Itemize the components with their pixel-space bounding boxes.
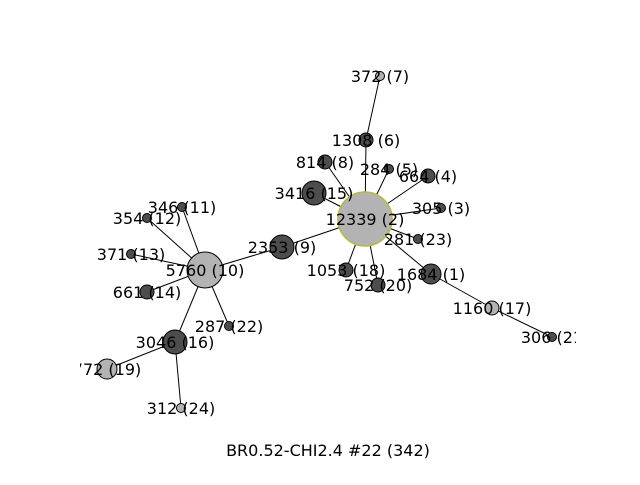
- plot-area: 12339 (2) 5760 (10)2353 (9) 3416 (15) 3046 …: [73, 67, 583, 418]
- node-752: [370, 277, 386, 293]
- node-346: [177, 202, 187, 212]
- node-312: [176, 403, 186, 413]
- node-label: 12339 (2): [326, 210, 405, 229]
- node-814: [317, 154, 333, 170]
- node-label: 3416 (15): [275, 184, 354, 203]
- node-layer: [96, 71, 557, 413]
- node-label: 3046 (16): [136, 333, 215, 352]
- node-label: 354 (12): [113, 209, 181, 228]
- node-label: 2353 (9): [248, 238, 316, 257]
- node-label: 1053 (18): [307, 261, 386, 280]
- node-372: [375, 71, 385, 81]
- node-label: 287 (22): [195, 317, 263, 336]
- edge-layer: [106, 75, 553, 409]
- node-661: [139, 284, 155, 300]
- node-1308: [358, 132, 374, 148]
- node-label: 346 (11): [148, 198, 216, 217]
- node-label: 372 (7): [351, 67, 409, 86]
- edge: [365, 75, 381, 141]
- node-label: 1160 (17): [453, 299, 532, 318]
- node-label: 814 (8): [296, 153, 354, 172]
- node-284: [384, 164, 394, 174]
- node-5760: [186, 251, 224, 289]
- node-772: [96, 358, 118, 380]
- diagram-title: BR0.52-CHI2.4 #22 (342): [226, 441, 430, 460]
- node-305: [436, 203, 446, 213]
- node-12339: [337, 191, 393, 247]
- node-1160: [484, 300, 500, 316]
- node-label: 284 (5): [360, 160, 418, 179]
- node-label: 5760 (10): [166, 261, 245, 280]
- node-1053: [338, 262, 354, 278]
- node-354: [142, 213, 152, 223]
- node-3046: [162, 329, 188, 355]
- node-label: 305 (3): [412, 199, 470, 218]
- node-label: 752 (20): [344, 276, 412, 295]
- node-3416: [301, 180, 327, 206]
- node-2353: [269, 234, 295, 260]
- edge: [430, 273, 493, 309]
- node-1684: [420, 263, 442, 285]
- node-287: [224, 321, 234, 331]
- label-layer: 12339 (2) 5760 (10)2353 (9) 3416 (15) 3046 …: [73, 67, 583, 418]
- node-label: 1684 (1): [397, 265, 465, 284]
- node-281: [413, 234, 423, 244]
- edge: [491, 307, 553, 338]
- node-label: 312 (24): [147, 399, 215, 418]
- node-label: 371 (13): [97, 245, 165, 264]
- node-label: 281 (23): [384, 230, 452, 249]
- node-label: 664 (4): [399, 167, 457, 186]
- node-label: 306 (21: [521, 328, 583, 347]
- node-label: 661 (14): [113, 283, 181, 302]
- node-label: 1308 (6): [332, 131, 400, 150]
- node-664: [420, 168, 436, 184]
- node-306: [547, 332, 557, 342]
- node-label: 772 (19): [73, 360, 141, 379]
- node-371: [126, 249, 136, 259]
